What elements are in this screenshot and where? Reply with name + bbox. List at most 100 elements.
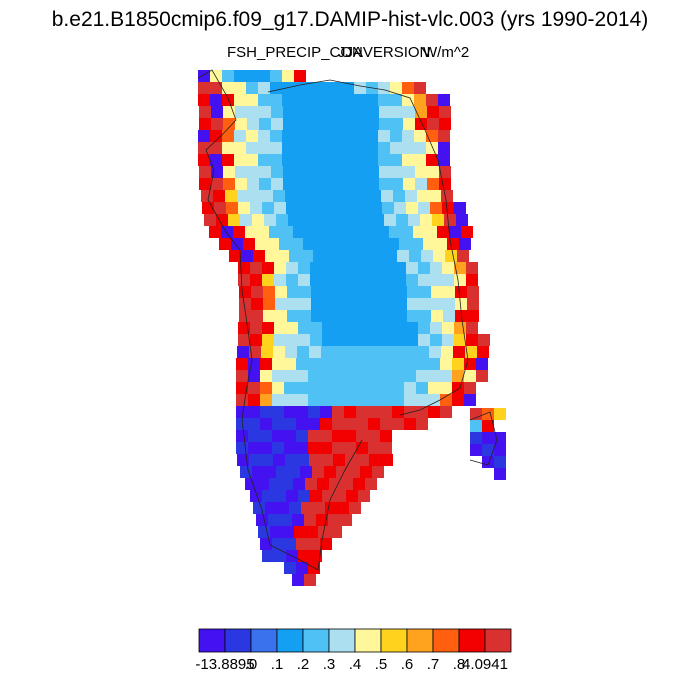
map-cell — [418, 274, 430, 286]
map-cell — [392, 418, 404, 430]
map-cell — [249, 346, 261, 358]
map-cell — [320, 430, 332, 442]
map-cell — [401, 226, 413, 238]
map-cell — [418, 202, 430, 214]
map-cell — [334, 334, 346, 346]
colorbar-swatch — [328, 628, 356, 653]
map-cell — [318, 82, 330, 94]
map-cell — [329, 478, 341, 490]
map-cell — [327, 238, 339, 250]
map-cell — [397, 250, 409, 262]
map-cell — [320, 394, 332, 406]
map-cell — [306, 130, 318, 142]
map-cell — [357, 454, 369, 466]
map-cell — [258, 526, 270, 538]
map-cell — [357, 190, 369, 202]
map-cell — [377, 226, 389, 238]
map-cell — [371, 298, 383, 310]
map-cell — [335, 310, 347, 322]
colorbar-swatch — [406, 628, 434, 653]
map-cell — [306, 142, 318, 154]
map-cell — [341, 478, 353, 490]
map-cell — [421, 250, 433, 262]
map-cell — [296, 358, 308, 370]
map-cell — [321, 454, 333, 466]
map-cell — [310, 334, 322, 346]
map-cell — [343, 106, 355, 118]
map-cell — [370, 262, 382, 274]
map-cell — [354, 82, 366, 94]
map-cell — [439, 118, 451, 130]
map-cell — [272, 382, 284, 394]
map-cell — [247, 178, 259, 190]
map-cell — [263, 286, 275, 298]
map-cell — [260, 430, 272, 442]
map-cell — [336, 466, 348, 478]
map-cell — [231, 238, 243, 250]
map-cell — [464, 358, 476, 370]
map-cell — [320, 406, 332, 418]
map-cell — [332, 394, 344, 406]
map-cell — [246, 130, 258, 142]
map-cell — [288, 214, 300, 226]
map-cell — [258, 94, 270, 106]
map-cell — [343, 118, 355, 130]
map-cell — [292, 514, 304, 526]
map-cell — [297, 454, 309, 466]
map-cell — [211, 178, 223, 190]
colorbar-swatch — [458, 628, 486, 653]
map-cell — [260, 394, 272, 406]
colorbar-swatch — [484, 628, 512, 653]
map-cell — [406, 274, 418, 286]
map-cell — [282, 94, 294, 106]
map-cell — [320, 370, 332, 382]
map-cell — [199, 166, 211, 178]
map-cell — [394, 334, 406, 346]
map-cell — [240, 466, 252, 478]
map-cell — [322, 274, 334, 286]
map-cell — [355, 166, 367, 178]
map-cell — [428, 394, 440, 406]
map-cell — [269, 226, 281, 238]
map-cell — [405, 346, 417, 358]
map-cell — [308, 406, 320, 418]
map-cell — [346, 334, 358, 346]
map-cell — [464, 370, 476, 382]
map-cell — [360, 214, 372, 226]
map-cell — [252, 214, 264, 226]
map-cell — [262, 550, 274, 562]
map-cell — [337, 502, 349, 514]
map-cell — [270, 94, 282, 106]
map-cell — [247, 106, 259, 118]
map-cell — [260, 406, 272, 418]
map-cell — [235, 166, 247, 178]
map-cell — [260, 370, 272, 382]
map-cell — [330, 94, 342, 106]
map-cell — [369, 346, 381, 358]
map-cell — [334, 322, 346, 334]
map-cell — [379, 178, 391, 190]
map-cell — [223, 178, 235, 190]
map-cell — [343, 178, 355, 190]
map-cell — [312, 214, 324, 226]
map-cell — [308, 358, 320, 370]
map-cell — [369, 190, 381, 202]
map-cell — [406, 262, 418, 274]
map-cell — [257, 478, 269, 490]
map-cell — [250, 334, 262, 346]
map-cell — [405, 190, 417, 202]
map-cell — [470, 420, 482, 432]
map-cell — [255, 238, 267, 250]
map-cell — [415, 118, 427, 130]
map-cell — [440, 394, 452, 406]
map-cell — [271, 166, 283, 178]
map-cell — [426, 142, 438, 154]
map-cell — [211, 106, 223, 118]
map-cell — [356, 382, 368, 394]
map-cell — [296, 406, 308, 418]
map-cell — [236, 382, 248, 394]
map-cell — [271, 106, 283, 118]
map-cell — [294, 154, 306, 166]
map-cell — [281, 226, 293, 238]
map-cell — [346, 202, 358, 214]
